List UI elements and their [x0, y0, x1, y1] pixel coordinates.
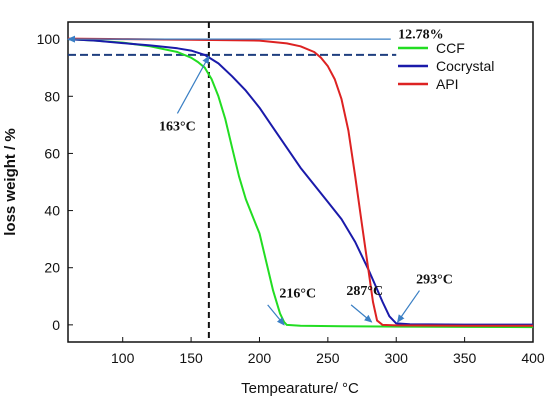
x-tick-label: 400 — [521, 350, 545, 366]
x-tick-label: 300 — [385, 350, 409, 366]
y-tick-label: 40 — [44, 203, 60, 219]
series-lines — [68, 37, 533, 329]
annotation-label: 293°C — [416, 272, 453, 287]
annotation-label: 12.78% — [398, 27, 444, 42]
annotation-label: 163°C — [159, 120, 196, 135]
y-axis-ticks: 0 20 40 60 80 100 — [37, 31, 73, 333]
y-tick-label: 100 — [37, 31, 61, 47]
y-tick-label: 60 — [44, 145, 60, 161]
legend-label: CCF — [436, 40, 465, 56]
y-axis-title: loss weight / % — [2, 128, 19, 236]
series-line-cocrystal — [68, 38, 533, 326]
x-axis-ticks: 100 150 200 250 300 350 400 — [111, 337, 545, 366]
x-tick-label: 350 — [453, 350, 477, 366]
x-tick-label: 250 — [316, 350, 340, 366]
annotation-arrow — [267, 304, 285, 326]
x-tick-label: 200 — [248, 350, 272, 366]
annotation-arrow — [176, 55, 210, 114]
annotation-label: 287°C — [346, 284, 383, 299]
y-tick-label: 20 — [44, 260, 60, 276]
series-line-api — [68, 37, 533, 327]
annotations: 12.78% 163°C 216°C 287°C 293°C — [67, 27, 453, 326]
x-tick-label: 100 — [111, 350, 135, 366]
legend-label: API — [436, 76, 459, 92]
plot-frame — [67, 21, 534, 343]
x-axis-title: Tempearature/ °C — [241, 380, 359, 397]
y-tick-label: 80 — [44, 88, 60, 104]
annotation-label: 216°C — [279, 287, 316, 302]
series-line-ccf — [68, 38, 533, 329]
legend: CCF Cocrystal API — [398, 40, 494, 92]
legend-label: Cocrystal — [436, 58, 494, 74]
annotation-arrow — [397, 290, 420, 323]
x-tick-label: 150 — [179, 350, 203, 366]
y-tick-label: 0 — [52, 317, 60, 333]
annotation-arrow — [350, 304, 373, 323]
